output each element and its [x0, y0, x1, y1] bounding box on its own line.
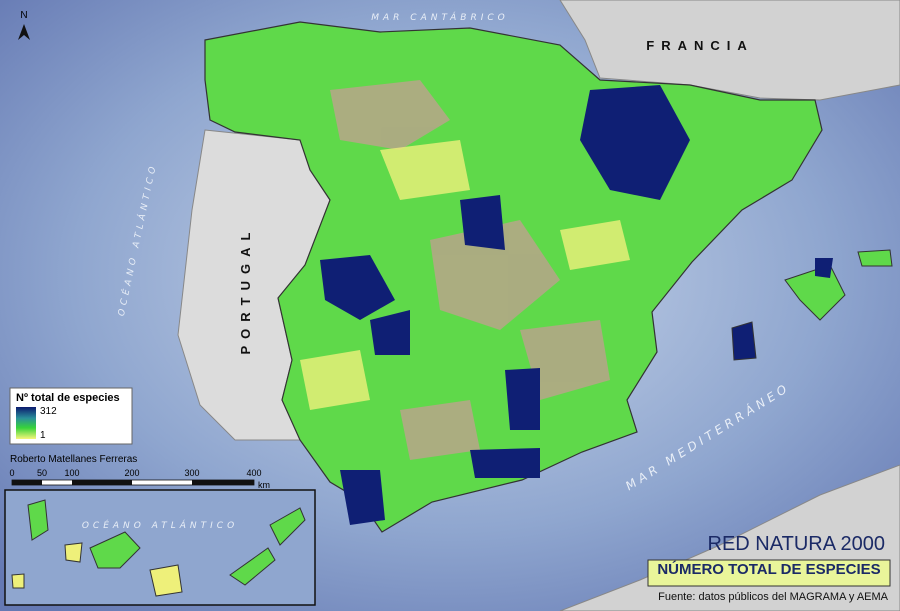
scale-bar: 0 50 100 200 300 400 km [9, 468, 270, 490]
scale-label: 50 [37, 468, 47, 478]
legend-max: 312 [40, 406, 57, 417]
sea-label: OCÉANO ATLÁNTICO [82, 519, 238, 531]
legend-min: 1 [40, 430, 46, 441]
tan-patches [330, 80, 610, 460]
country-label: PORTUGAL [238, 226, 253, 355]
subtitle-box [647, 559, 891, 587]
scale-label: 300 [184, 468, 199, 478]
title: RED NATURA 2000 [708, 533, 885, 555]
yellow-patches [300, 140, 630, 410]
inset: OCÉANO ATLÁNTICO [4, 489, 316, 606]
author: Roberto Matellanes Ferreras [10, 454, 137, 465]
legend: Nº total de especies 312 1 [9, 387, 133, 445]
country-label: FRANCIA [646, 38, 754, 53]
source: Fuente: datos públicos del MAGRAMA y AEM… [658, 591, 889, 603]
high-richness-patches [320, 85, 690, 525]
scale-label: 100 [64, 468, 79, 478]
scale-label: 400 [246, 468, 261, 478]
mallorca-patch [815, 258, 833, 278]
france [559, 0, 900, 101]
north-label: N [20, 10, 27, 21]
subtitle: NÚMERO TOTAL DE ESPECIES [657, 560, 880, 578]
scale-label: 0 [9, 468, 14, 478]
menorca [857, 249, 893, 267]
sea-label: MAR CANTÁBRICO [371, 11, 509, 23]
legend-title: Nº total de especies [16, 392, 120, 404]
ibiza [731, 321, 757, 361]
scale-label: 200 [124, 468, 139, 478]
scale-unit: km [258, 480, 270, 490]
north-arrow: N [18, 10, 30, 40]
